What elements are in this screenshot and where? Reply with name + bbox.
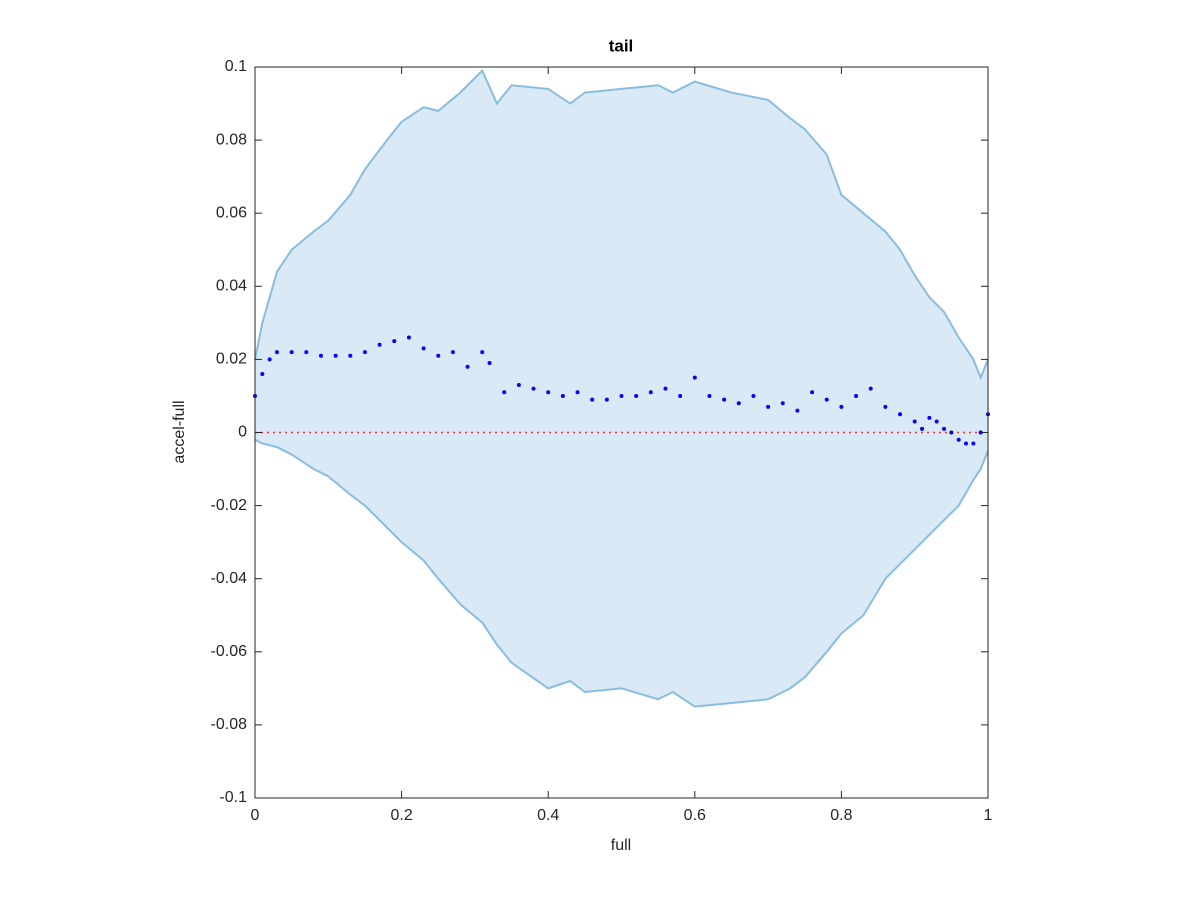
point (436, 353, 441, 358)
point (377, 342, 382, 347)
point (766, 404, 771, 409)
point (912, 419, 917, 424)
point (810, 390, 815, 395)
point (619, 393, 624, 398)
y-tick-label: -0.02 (211, 497, 248, 514)
y-tick-label: 0.08 (216, 131, 247, 148)
x-tick-label: 1 (984, 807, 993, 824)
y-tick-label: 0.02 (216, 351, 247, 368)
point (421, 346, 426, 351)
y-axis-label: accel-full (171, 400, 188, 463)
point (304, 350, 309, 355)
point (274, 350, 279, 355)
x-tick-label: 0.4 (537, 807, 559, 824)
point (978, 430, 983, 435)
y-tick-label: -0.06 (211, 643, 248, 660)
point (502, 390, 507, 395)
point (678, 393, 683, 398)
point (663, 386, 668, 391)
point (318, 353, 323, 358)
point (289, 350, 294, 355)
point (590, 397, 595, 402)
point (927, 415, 932, 420)
point (934, 419, 939, 424)
point (736, 401, 741, 406)
point (487, 361, 492, 366)
y-tick-label: -0.1 (219, 789, 247, 806)
x-tick-label: 0.6 (684, 807, 706, 824)
point (707, 393, 712, 398)
point (406, 335, 411, 340)
chart-title: tail (609, 36, 634, 55)
point (546, 390, 551, 395)
point (898, 412, 903, 417)
x-tick-label: 0.2 (390, 807, 412, 824)
y-tick-label: 0.1 (225, 58, 247, 75)
point (949, 430, 954, 435)
point (780, 401, 785, 406)
point (883, 404, 888, 409)
point (868, 386, 873, 391)
point (267, 357, 272, 362)
point (531, 386, 536, 391)
point (480, 350, 485, 355)
point (634, 393, 639, 398)
point (333, 353, 338, 358)
band-upper (254, 68, 989, 381)
point (971, 441, 976, 446)
point (942, 426, 947, 431)
point (465, 364, 470, 369)
point (575, 390, 580, 395)
x-axis-label: full (611, 837, 631, 854)
x-tick-label: 0.8 (830, 807, 852, 824)
y-tick-label: 0.06 (216, 204, 247, 221)
point (648, 390, 653, 395)
point (604, 397, 609, 402)
point (751, 393, 756, 398)
point (824, 397, 829, 402)
point (560, 393, 565, 398)
point (722, 397, 727, 402)
point (795, 408, 800, 413)
band-lower (254, 438, 989, 708)
y-tick-label: 0.04 (216, 278, 247, 295)
y-tick-label: 0 (238, 424, 247, 441)
band-fill (255, 70, 988, 707)
point (854, 393, 859, 398)
point (964, 441, 969, 446)
point (956, 437, 961, 442)
point (392, 339, 397, 344)
point (839, 404, 844, 409)
point (362, 350, 367, 355)
point (450, 350, 455, 355)
x-tick-label: 0 (251, 807, 260, 824)
point (920, 426, 925, 431)
point (260, 372, 265, 377)
point (692, 375, 697, 380)
point (348, 353, 353, 358)
y-tick-label: -0.04 (211, 570, 248, 587)
y-tick-label: -0.08 (211, 716, 248, 733)
point (516, 382, 521, 387)
